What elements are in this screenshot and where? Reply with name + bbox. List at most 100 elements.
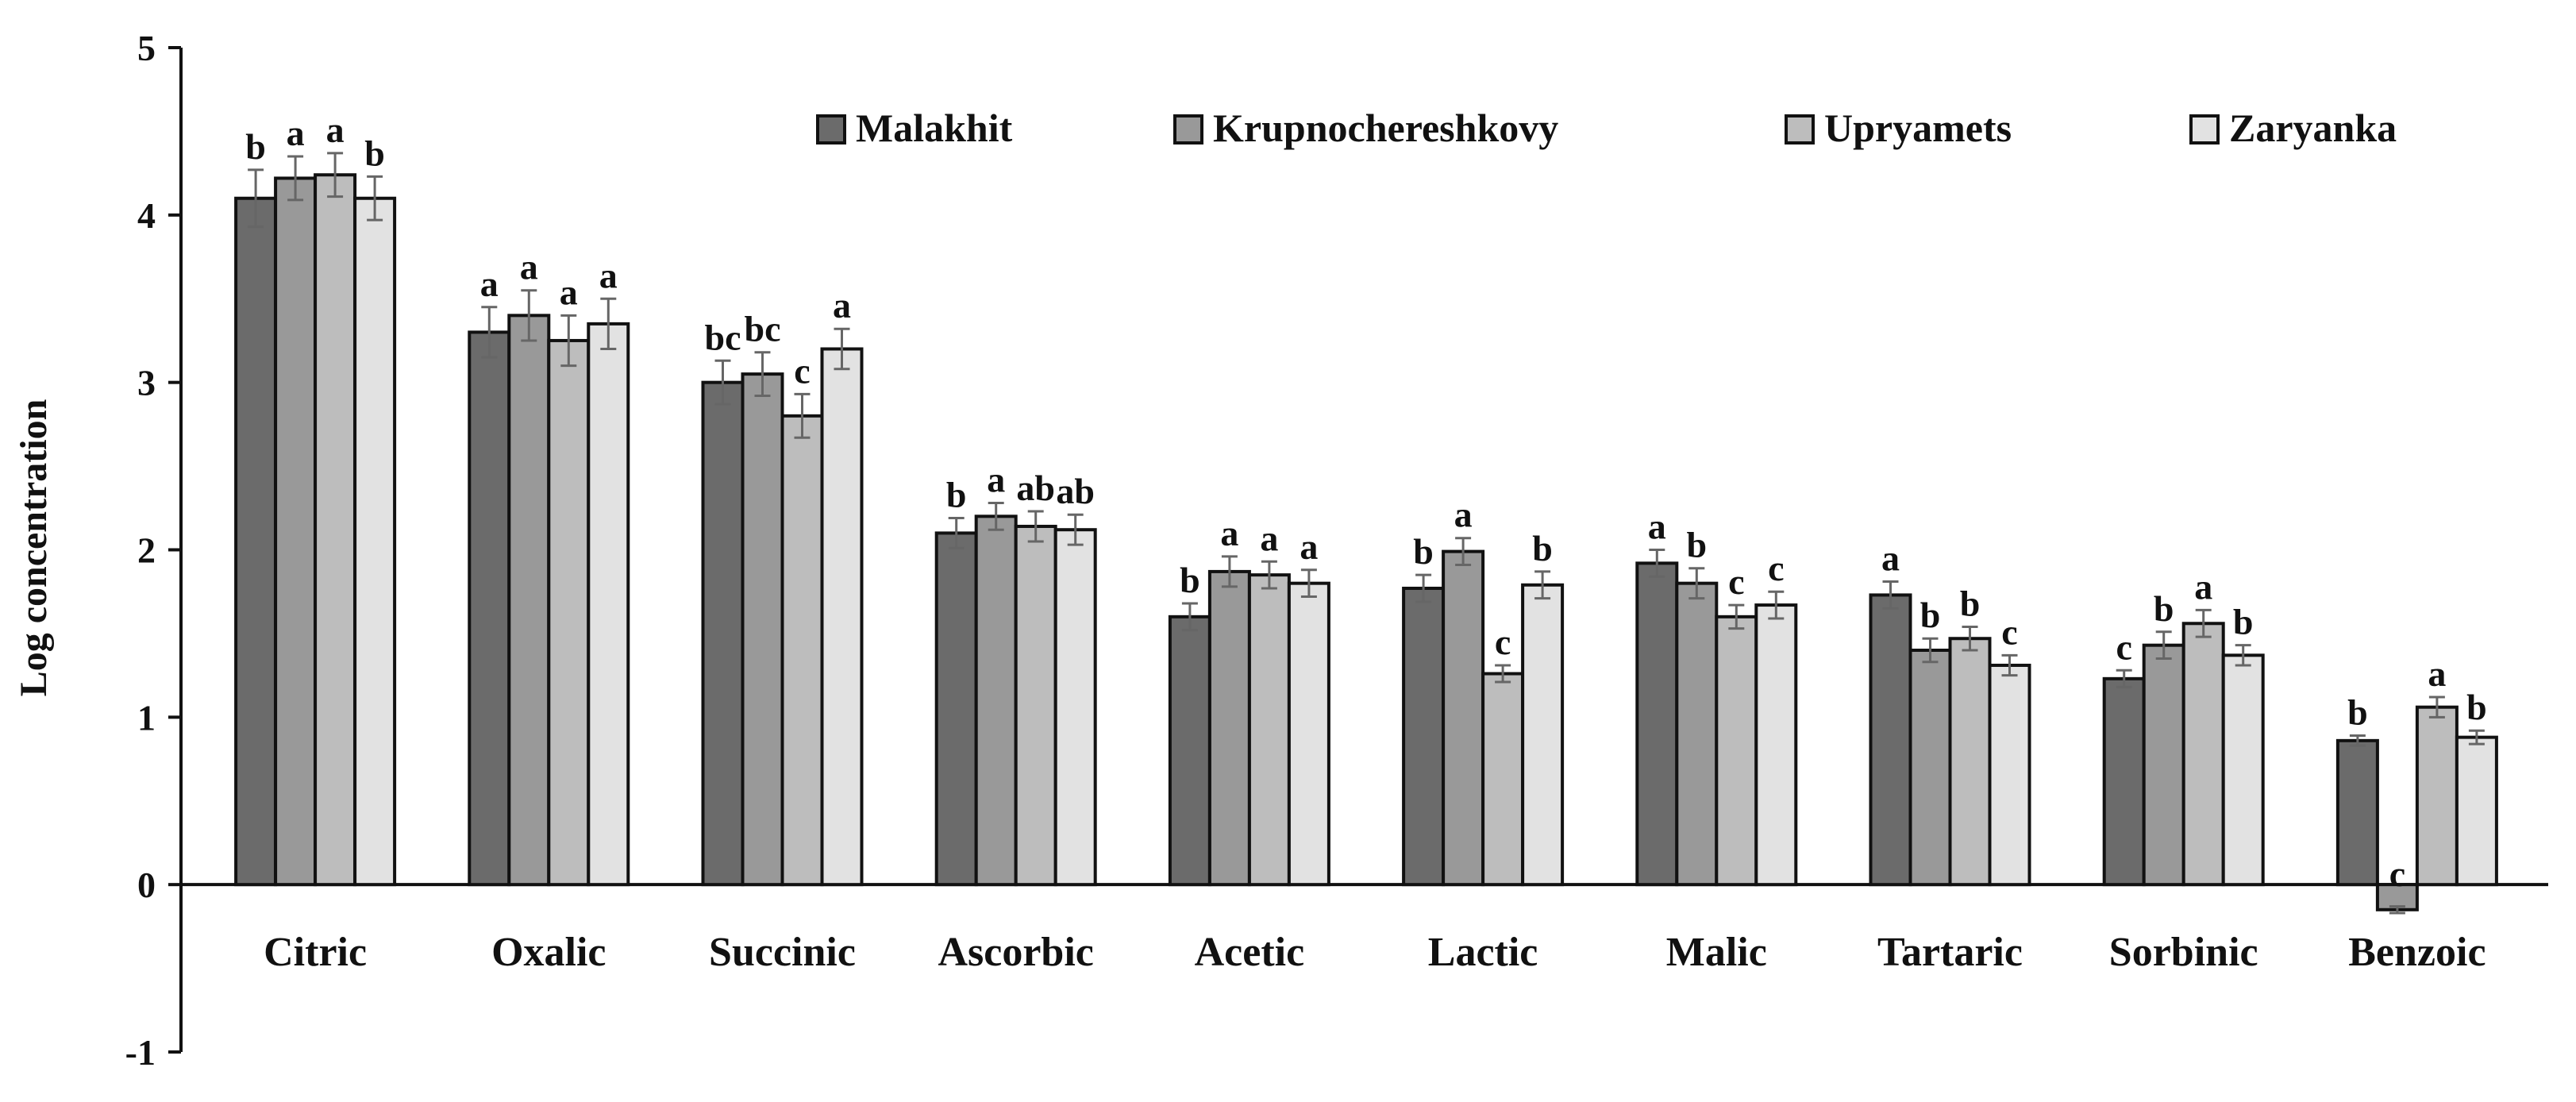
bar bbox=[2181, 622, 2225, 887]
y-tick-label: 5 bbox=[137, 28, 156, 68]
bar bbox=[2102, 676, 2146, 887]
significance-label: a bbox=[987, 459, 1005, 499]
bar bbox=[1715, 615, 1758, 887]
legend-label: Malakhit bbox=[856, 106, 1013, 150]
y-axis-title: Log concentration bbox=[13, 399, 55, 697]
bar bbox=[274, 176, 318, 887]
significance-label: a bbox=[1454, 495, 1473, 535]
bar bbox=[314, 173, 357, 887]
bar bbox=[507, 314, 551, 887]
significance-label: a bbox=[1881, 538, 1900, 579]
bar bbox=[1675, 581, 1719, 887]
significance-label: a bbox=[1648, 507, 1666, 547]
significance-label: b bbox=[2466, 687, 2487, 727]
significance-label: c bbox=[794, 350, 810, 391]
bar bbox=[547, 338, 591, 887]
bar bbox=[1442, 549, 1485, 887]
bar bbox=[1988, 663, 2031, 887]
significance-label: c bbox=[2389, 853, 2405, 894]
legend-swatch bbox=[2189, 114, 2220, 144]
significance-label: b bbox=[1960, 583, 1981, 623]
legend-swatch bbox=[1173, 114, 1203, 144]
significance-label: bc bbox=[745, 309, 781, 349]
bar bbox=[1908, 649, 1952, 887]
significance-label: b bbox=[1532, 528, 1553, 568]
category-label: Sorbinic bbox=[2109, 930, 2258, 975]
legend-swatch bbox=[1785, 114, 1815, 144]
significance-label: bc bbox=[705, 317, 741, 357]
significance-label: a bbox=[520, 247, 538, 287]
significance-label: a bbox=[1260, 518, 1278, 558]
category-label: Malic bbox=[1666, 930, 1767, 975]
significance-label: a bbox=[2428, 653, 2446, 694]
significance-label: b bbox=[1920, 595, 1941, 635]
y-tick-label: 1 bbox=[137, 697, 156, 738]
significance-label: c bbox=[2001, 611, 2017, 652]
bar bbox=[1635, 561, 1679, 887]
significance-label: b bbox=[2233, 602, 2254, 642]
legend: Malakhit Krupnochereshkovy Upryamets Zaryan… bbox=[816, 106, 2397, 150]
category-label: Succinic bbox=[709, 930, 856, 975]
bar bbox=[234, 196, 278, 887]
category-label: Ascorbic bbox=[938, 930, 1093, 975]
significance-label: a bbox=[287, 113, 305, 153]
significance-label: c bbox=[1495, 622, 1511, 662]
bar bbox=[1869, 593, 1912, 887]
bar bbox=[1402, 586, 1446, 887]
y-tick-label: 4 bbox=[137, 195, 156, 236]
y-tick-label: 3 bbox=[137, 363, 156, 403]
bar bbox=[820, 347, 864, 887]
y-tick-label: 0 bbox=[137, 865, 156, 905]
significance-label: a bbox=[1300, 526, 1318, 567]
significance-label: c bbox=[1768, 548, 1784, 588]
significance-label: b bbox=[1687, 525, 1708, 565]
significance-label: a bbox=[560, 272, 578, 312]
significance-label: b bbox=[245, 126, 266, 167]
bar bbox=[2415, 705, 2459, 887]
bar bbox=[1247, 573, 1291, 887]
category-label: Acetic bbox=[1195, 930, 1305, 975]
y-tick-label: 2 bbox=[137, 530, 156, 571]
significance-label: b bbox=[2154, 588, 2174, 629]
significance-label: b bbox=[1180, 560, 1200, 600]
bars-layer bbox=[234, 152, 2498, 915]
significance-label: ab bbox=[1016, 468, 1055, 508]
bar bbox=[2335, 738, 2379, 887]
bar bbox=[1481, 672, 1525, 887]
significance-label: a bbox=[1220, 513, 1238, 553]
bar bbox=[1948, 637, 1992, 887]
significance-label: c bbox=[2116, 626, 2131, 667]
bar bbox=[1168, 615, 1211, 887]
category-label: Lactic bbox=[1428, 930, 1538, 975]
category-label: Benzoic bbox=[2348, 930, 2486, 975]
bar bbox=[2455, 735, 2498, 887]
bar bbox=[934, 531, 978, 887]
legend-label: Zaryanka bbox=[2229, 106, 2397, 150]
bar bbox=[1053, 528, 1097, 887]
significance-label: a bbox=[833, 285, 851, 326]
bar bbox=[701, 380, 745, 887]
category-label: Oxalic bbox=[491, 930, 606, 975]
significance-label: a bbox=[326, 110, 345, 150]
bar bbox=[353, 196, 397, 887]
bar bbox=[741, 372, 784, 887]
bar bbox=[1207, 569, 1251, 887]
bar bbox=[2142, 643, 2185, 887]
category-label: Citric bbox=[264, 930, 367, 975]
significance-label: b bbox=[364, 133, 385, 173]
bar bbox=[1521, 583, 1565, 887]
significance-label: b bbox=[2347, 692, 2368, 733]
significance-label: a bbox=[2194, 566, 2212, 607]
significance-label: a bbox=[480, 264, 499, 304]
bar bbox=[974, 514, 1018, 887]
category-label: Tartaric bbox=[1877, 930, 2023, 975]
bar bbox=[468, 330, 511, 887]
legend-label: Krupnochereshkovy bbox=[1213, 106, 1558, 150]
bar bbox=[1754, 603, 1798, 887]
bar bbox=[2221, 653, 2265, 887]
significance-label: c bbox=[1728, 561, 1744, 602]
legend-swatch bbox=[816, 114, 846, 144]
